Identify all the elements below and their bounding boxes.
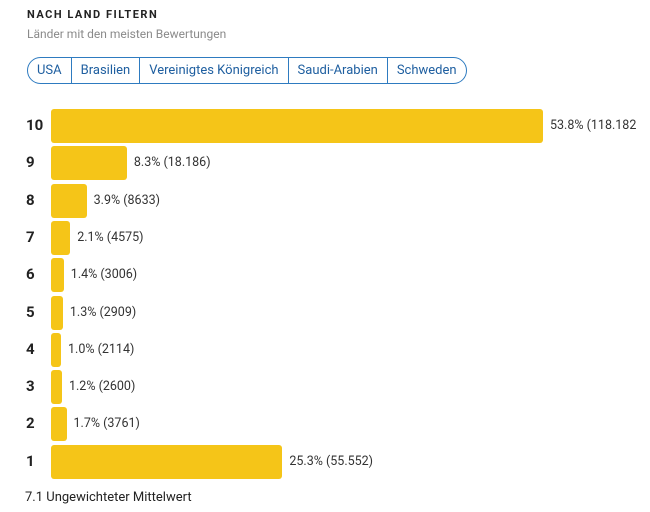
section-subtitle: Länder mit den meisten Bewertungen [27, 27, 227, 41]
rating-value-8: 3.9% (8633) [93, 192, 160, 208]
country-tab-brasilien[interactable]: Brasilien [72, 58, 141, 83]
rating-bar-8 [51, 183, 87, 218]
country-tab-vereinigtes-koenigreich[interactable]: Vereinigtes Königreich [140, 58, 289, 83]
unweighted-mean: 7.1 Ungewichteter Mittelwert [25, 490, 192, 505]
rating-bar-9 [51, 146, 127, 181]
rating-bar-3 [51, 370, 62, 405]
rating-value-6: 1.4% (3006) [70, 267, 138, 283]
rating-bar-2 [51, 407, 67, 442]
rating-value-1: 25.3% (55.552) [289, 453, 374, 469]
rating-label-6: 6 [26, 265, 35, 284]
rating-bar-5 [51, 295, 63, 330]
rating-label-5: 5 [26, 302, 35, 321]
rating-bar-6 [51, 258, 64, 293]
rating-value-5: 1.3% (2909) [69, 304, 137, 320]
rating-label-10: 10 [26, 116, 44, 134]
rating-value-4: 1.0% (2114) [68, 341, 135, 357]
rating-label-4: 4 [26, 339, 35, 358]
section-title: NACH LAND FILTERN [27, 8, 159, 21]
rating-value-7: 2.1% (4575) [77, 229, 144, 245]
rating-bar-1 [51, 444, 283, 479]
country-filter-tabs: USA Brasilien Vereinigtes Königreich Sau… [27, 57, 467, 84]
rating-label-2: 2 [26, 414, 35, 433]
country-tab-schweden[interactable]: Schweden [396, 63, 457, 78]
rating-bar-7 [51, 220, 71, 255]
rating-label-3: 3 [26, 377, 35, 396]
country-tab-saudi-arabien[interactable]: Saudi-Arabien [289, 58, 388, 83]
rating-label-9: 9 [26, 153, 35, 172]
rating-bar-4 [51, 332, 61, 367]
rating-label-8: 8 [26, 190, 35, 209]
rating-label-1: 1 [26, 451, 35, 470]
rating-value-9: 8.3% (18.186) [133, 155, 211, 171]
country-tab-usa[interactable]: USA [28, 58, 72, 83]
rating-value-3: 1.2% (2600) [68, 379, 136, 395]
rating-label-7: 7 [26, 227, 35, 246]
rating-value-10: 53.8% (118.182 [550, 118, 637, 133]
rating-value-2: 1.7% (3761) [73, 416, 140, 432]
rating-bar-10 [51, 109, 543, 143]
